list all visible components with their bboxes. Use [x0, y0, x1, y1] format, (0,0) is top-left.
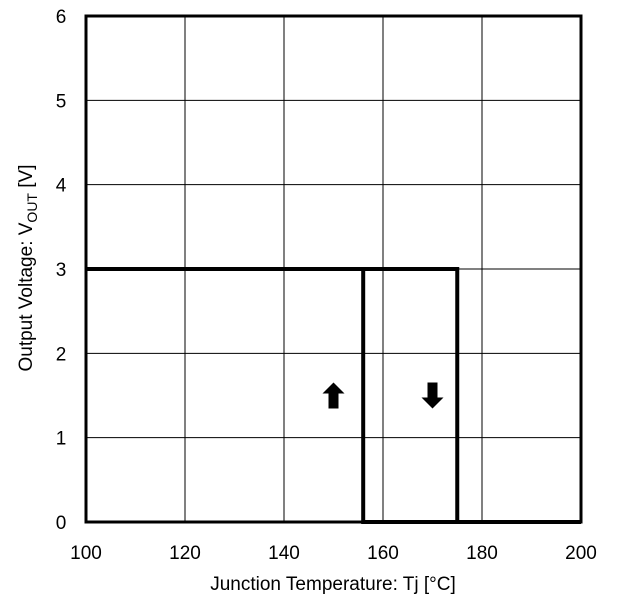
x-tick-label: 120 [169, 543, 201, 564]
x-tick-label: 100 [70, 543, 102, 564]
y-tick-label: 3 [56, 260, 67, 281]
x-tick-labels: 100 120 140 160 180 200 [70, 543, 597, 564]
annotations [322, 382, 444, 409]
x-tick-label: 160 [367, 543, 399, 564]
x-tick-label: 140 [268, 543, 300, 564]
y-tick-label: 2 [56, 344, 67, 365]
y-axis-label-subscript: OUT [24, 193, 40, 223]
down-arrow-icon [421, 382, 444, 409]
y-tick-labels: 0 1 2 3 4 5 6 [56, 7, 67, 534]
y-tick-label: 6 [56, 7, 67, 28]
plot-frame [84, 14, 583, 524]
y-tick-label: 0 [56, 513, 67, 534]
y-axis-label-unit: [V] [16, 164, 37, 193]
y-axis-label-main: Output Voltage: V [16, 222, 37, 371]
y-tick-label: 5 [56, 91, 67, 112]
y-axis-label: Output Voltage: VOUT [V] [16, 164, 40, 371]
up-arrow-icon [322, 382, 345, 409]
y-tick-label: 4 [56, 176, 67, 197]
x-tick-label: 200 [565, 543, 597, 564]
x-axis-label: Junction Temperature: Tj [°C] [210, 574, 456, 595]
y-tick-label: 1 [56, 429, 67, 450]
x-tick-label: 180 [466, 543, 498, 564]
